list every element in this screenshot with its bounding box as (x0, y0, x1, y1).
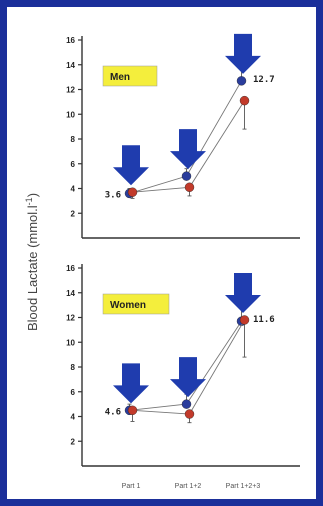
data-point (239, 95, 250, 106)
y-tick-label: 8 (71, 363, 76, 372)
y-tick-label: 6 (71, 388, 76, 397)
data-point (239, 315, 250, 325)
y-axis-label: Blood Lactate (mmol.l-1) (24, 193, 40, 331)
arrow-marker (225, 33, 261, 74)
value-annotation: 12.7 (253, 75, 275, 85)
y-tick-label: 4 (71, 185, 76, 194)
panel-label: Women (110, 300, 146, 311)
data-point (127, 405, 138, 416)
y-tick-label: 4 (71, 413, 76, 422)
data-point (184, 182, 195, 192)
arrow-marker (170, 357, 206, 398)
panel-label-box (102, 293, 170, 315)
value-annotation: 3.6 (105, 190, 121, 200)
arrow-marker (113, 145, 149, 186)
y-tick-label: 8 (71, 135, 76, 144)
slide-panel (7, 7, 316, 499)
data-point (181, 171, 192, 181)
value-annotation: 4.6 (105, 407, 121, 417)
arrow-marker (225, 272, 261, 313)
chart-panel-0: 2 4 6 8 10 12 14 16 Men 3.6 12.7 (66, 33, 300, 239)
data-point (181, 399, 192, 409)
y-tick-label: 2 (71, 209, 76, 218)
y-tick-label: 10 (66, 338, 75, 347)
arrow-marker (113, 363, 149, 404)
value-annotation: 11.6 (253, 315, 275, 325)
y-tick-label: 6 (71, 160, 76, 169)
y-tick-label: 16 (66, 36, 75, 45)
x-tick-label: Part 1+2+3 (226, 483, 261, 490)
y-tick-label: 12 (66, 86, 75, 95)
x-tick-label: Part 1+2 (175, 483, 202, 490)
y-tick-label: 12 (66, 314, 75, 323)
data-point (184, 409, 195, 419)
y-tick-label: 14 (66, 61, 75, 70)
arrow-marker (170, 129, 206, 170)
chart-panel-1: 2 4 6 8 10 12 14 16 Part 1 Part 1+2 Part 1+2+3 Wome… (66, 264, 300, 490)
panel-label: Men (110, 72, 130, 83)
y-tick-label: 10 (66, 110, 75, 119)
data-point (127, 187, 138, 197)
data-point (236, 76, 247, 86)
y-tick-label: 2 (71, 437, 76, 446)
y-tick-label: 16 (66, 264, 75, 273)
y-tick-label: 14 (66, 289, 75, 298)
x-tick-label: Part 1 (122, 483, 141, 490)
panel-label-box (102, 65, 158, 87)
